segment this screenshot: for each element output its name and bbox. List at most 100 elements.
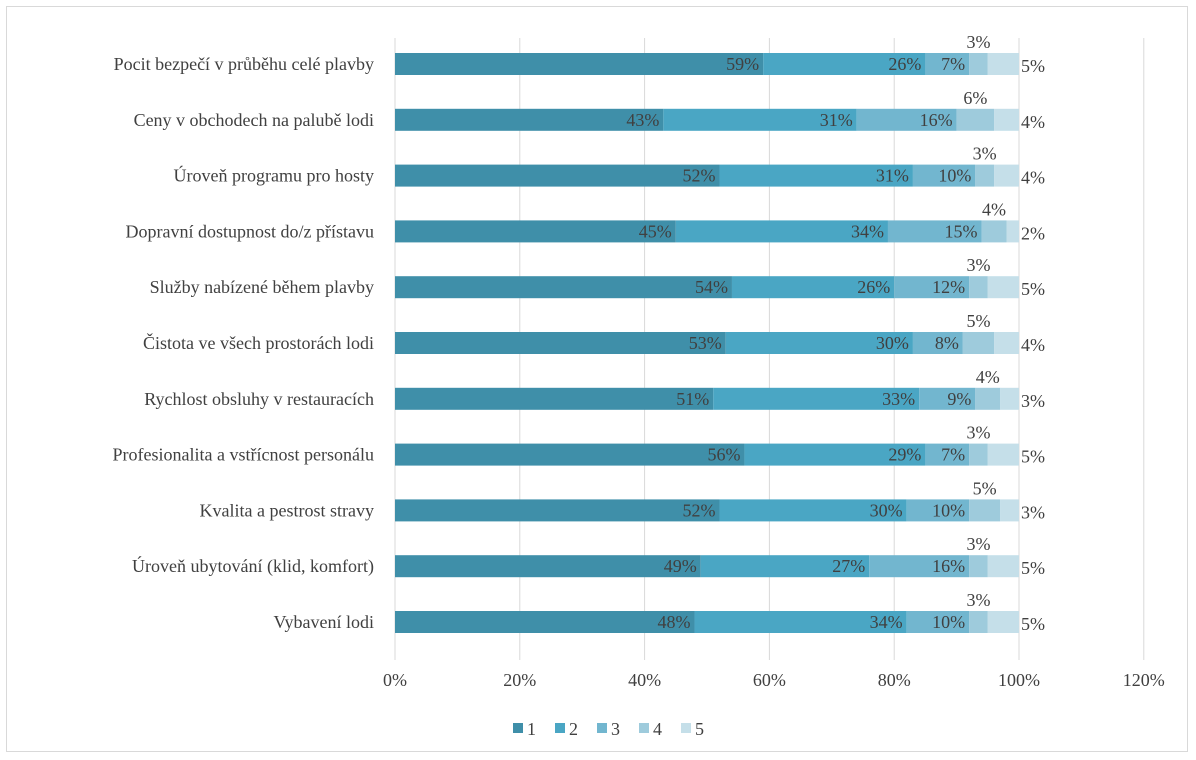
bar-segment-series-2 <box>663 108 857 131</box>
data-label: 16% <box>920 110 953 130</box>
data-label: 30% <box>876 333 909 353</box>
category-label: Profesionalita a vstřícnost personálu <box>113 445 374 465</box>
bar-segment-series-1 <box>395 276 732 299</box>
bar-segment-series-5 <box>987 276 1019 299</box>
legend-label: 1 <box>527 719 536 739</box>
category-label: Kvalita a pestrost stravy <box>200 500 374 520</box>
bar-segment-series-4 <box>969 276 988 299</box>
data-label: 10% <box>938 166 971 186</box>
category-label: Pocit bezpečí v průběhu celé plavby <box>114 54 374 74</box>
data-label: 3% <box>966 32 990 52</box>
bar-segment-series-4 <box>969 53 988 75</box>
bar-segment-series-2 <box>763 53 926 75</box>
data-label: 10% <box>932 500 965 520</box>
x-tick-label: 20% <box>503 670 536 690</box>
bar-segment-series-3 <box>856 108 957 131</box>
legend-label: 2 <box>569 719 578 739</box>
data-label: 4% <box>1021 168 1045 188</box>
legend: 1 2 3 4 5 <box>513 719 704 739</box>
data-label: 16% <box>932 556 965 576</box>
bar-segment-series-2 <box>713 387 920 410</box>
bar-segment-series-2 <box>675 220 888 243</box>
bar-segment-series-5 <box>987 53 1019 75</box>
category-label: Úroveň programu pro hosty <box>174 165 374 186</box>
data-label: 4% <box>1021 335 1045 355</box>
category-label: Vybavení lodi <box>274 612 375 632</box>
bar-segment-series-2 <box>700 555 870 578</box>
data-label: 43% <box>626 110 659 130</box>
data-label: 53% <box>689 333 722 353</box>
data-label: 5% <box>1021 614 1045 634</box>
bar-segment-series-5 <box>994 108 1019 131</box>
bar-segment-series-5 <box>987 611 1019 633</box>
category-label: Dopravní dostupnost do/z přístavu <box>126 221 374 241</box>
data-label: 59% <box>726 54 759 74</box>
bar-segment-series-1 <box>395 220 676 243</box>
data-label: 45% <box>639 221 672 241</box>
bar-segment-series-3 <box>919 387 976 410</box>
category-label: Služby nabízené během plavby <box>150 277 374 297</box>
bar-segment-series-4 <box>969 555 988 578</box>
data-label: 3% <box>1021 502 1045 522</box>
bar-segment-series-3 <box>906 611 970 633</box>
data-label: 3% <box>973 144 997 164</box>
data-label: 52% <box>682 166 715 186</box>
data-label: 15% <box>945 221 978 241</box>
category-label: Ceny v obchodech na palubě lodi <box>134 110 374 130</box>
data-label: 7% <box>941 445 965 465</box>
legend-swatch <box>681 723 691 733</box>
bar-segment-series-2 <box>719 499 907 522</box>
bar-segment-series-4 <box>969 611 988 633</box>
bar-segment-series-3 <box>912 332 963 354</box>
legend-label: 4 <box>653 719 662 739</box>
data-label: 52% <box>682 500 715 520</box>
data-label: 26% <box>857 277 890 297</box>
category-label: Čistota ve všech prostorách lodi <box>143 332 374 353</box>
bars <box>395 53 1019 633</box>
legend-swatch <box>639 723 649 733</box>
category-labels: Pocit bezpečí v průběhu celé plavby Ceny … <box>113 54 374 632</box>
data-label: 54% <box>695 277 728 297</box>
data-label: 56% <box>707 445 740 465</box>
data-label: 10% <box>932 612 965 632</box>
data-label: 4% <box>1021 112 1045 132</box>
bar-segment-series-3 <box>925 443 970 466</box>
bar-segment-series-4 <box>975 387 1001 410</box>
bar-segment-series-2 <box>744 443 926 466</box>
data-label: 3% <box>966 590 990 610</box>
bar-segment-series-1 <box>395 108 664 131</box>
data-label: 51% <box>676 389 709 409</box>
bar-segment-series-1 <box>395 555 701 578</box>
bar-segment-series-2 <box>719 164 913 187</box>
bar-segment-series-3 <box>894 276 970 299</box>
bar-segment-series-4 <box>981 220 1007 243</box>
bar-segment-series-4 <box>956 108 995 131</box>
data-label: 27% <box>832 556 865 576</box>
data-label: 2% <box>1021 223 1045 243</box>
bar-segment-series-4 <box>969 499 1001 522</box>
data-label: 33% <box>882 389 915 409</box>
bar-segment-series-3 <box>869 555 970 578</box>
data-label: 3% <box>966 534 990 554</box>
data-label: 4% <box>982 199 1006 219</box>
legend-swatch <box>555 723 565 733</box>
bar-segment-series-3 <box>925 53 970 75</box>
bar-segment-series-5 <box>1006 220 1019 243</box>
bar-segment-series-2 <box>694 611 907 633</box>
data-label: 5% <box>1021 279 1045 299</box>
data-label: 5% <box>1021 56 1045 76</box>
data-label: 26% <box>888 54 921 74</box>
legend-swatch <box>513 723 523 733</box>
bar-segment-series-4 <box>969 443 988 466</box>
legend-label: 5 <box>695 719 704 739</box>
data-label: 30% <box>870 500 903 520</box>
bar-segment-series-5 <box>1000 499 1019 522</box>
bar-segment-series-4 <box>962 332 995 354</box>
x-tick-label: 0% <box>383 670 407 690</box>
legend-swatch <box>597 723 607 733</box>
bar-segment-series-5 <box>994 164 1019 187</box>
x-tick-label: 40% <box>628 670 661 690</box>
data-label: 48% <box>658 612 691 632</box>
bar-segment-series-1 <box>395 499 720 522</box>
